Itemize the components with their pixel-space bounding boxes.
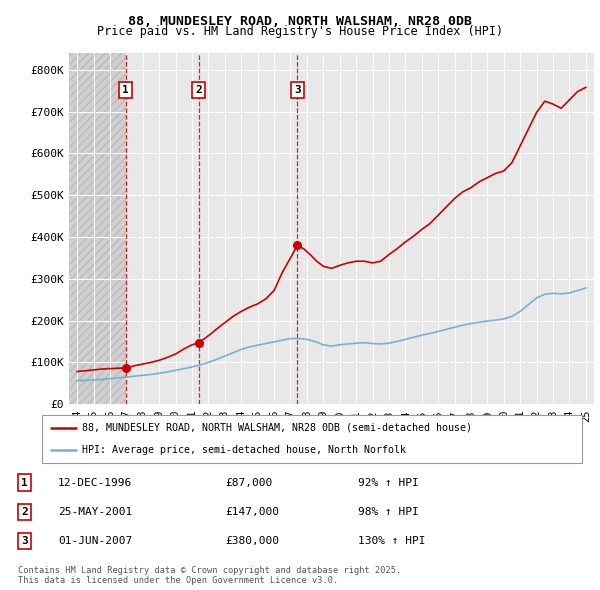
Text: 01-JUN-2007: 01-JUN-2007 — [58, 536, 133, 546]
Text: Price paid vs. HM Land Registry's House Price Index (HPI): Price paid vs. HM Land Registry's House … — [97, 25, 503, 38]
Text: 98% ↑ HPI: 98% ↑ HPI — [358, 507, 418, 517]
Text: 2: 2 — [21, 507, 28, 517]
Bar — [69, 53, 125, 404]
Text: 92% ↑ HPI: 92% ↑ HPI — [358, 477, 418, 487]
Text: HPI: Average price, semi-detached house, North Norfolk: HPI: Average price, semi-detached house,… — [83, 445, 407, 455]
Text: 3: 3 — [21, 536, 28, 546]
Text: £380,000: £380,000 — [225, 536, 279, 546]
Bar — [69, 53, 125, 404]
Text: 1: 1 — [21, 477, 28, 487]
Text: £147,000: £147,000 — [225, 507, 279, 517]
Text: 130% ↑ HPI: 130% ↑ HPI — [358, 536, 425, 546]
Text: 88, MUNDESLEY ROAD, NORTH WALSHAM, NR28 0DB: 88, MUNDESLEY ROAD, NORTH WALSHAM, NR28 … — [128, 15, 472, 28]
Text: 88, MUNDESLEY ROAD, NORTH WALSHAM, NR28 0DB (semi-detached house): 88, MUNDESLEY ROAD, NORTH WALSHAM, NR28 … — [83, 423, 473, 433]
Text: 1: 1 — [122, 85, 129, 95]
Text: 25-MAY-2001: 25-MAY-2001 — [58, 507, 133, 517]
Text: 3: 3 — [294, 85, 301, 95]
Text: 12-DEC-1996: 12-DEC-1996 — [58, 477, 133, 487]
Text: 2: 2 — [195, 85, 202, 95]
Text: £87,000: £87,000 — [225, 477, 272, 487]
FancyBboxPatch shape — [42, 415, 582, 463]
Text: Contains HM Land Registry data © Crown copyright and database right 2025.
This d: Contains HM Land Registry data © Crown c… — [18, 566, 401, 585]
